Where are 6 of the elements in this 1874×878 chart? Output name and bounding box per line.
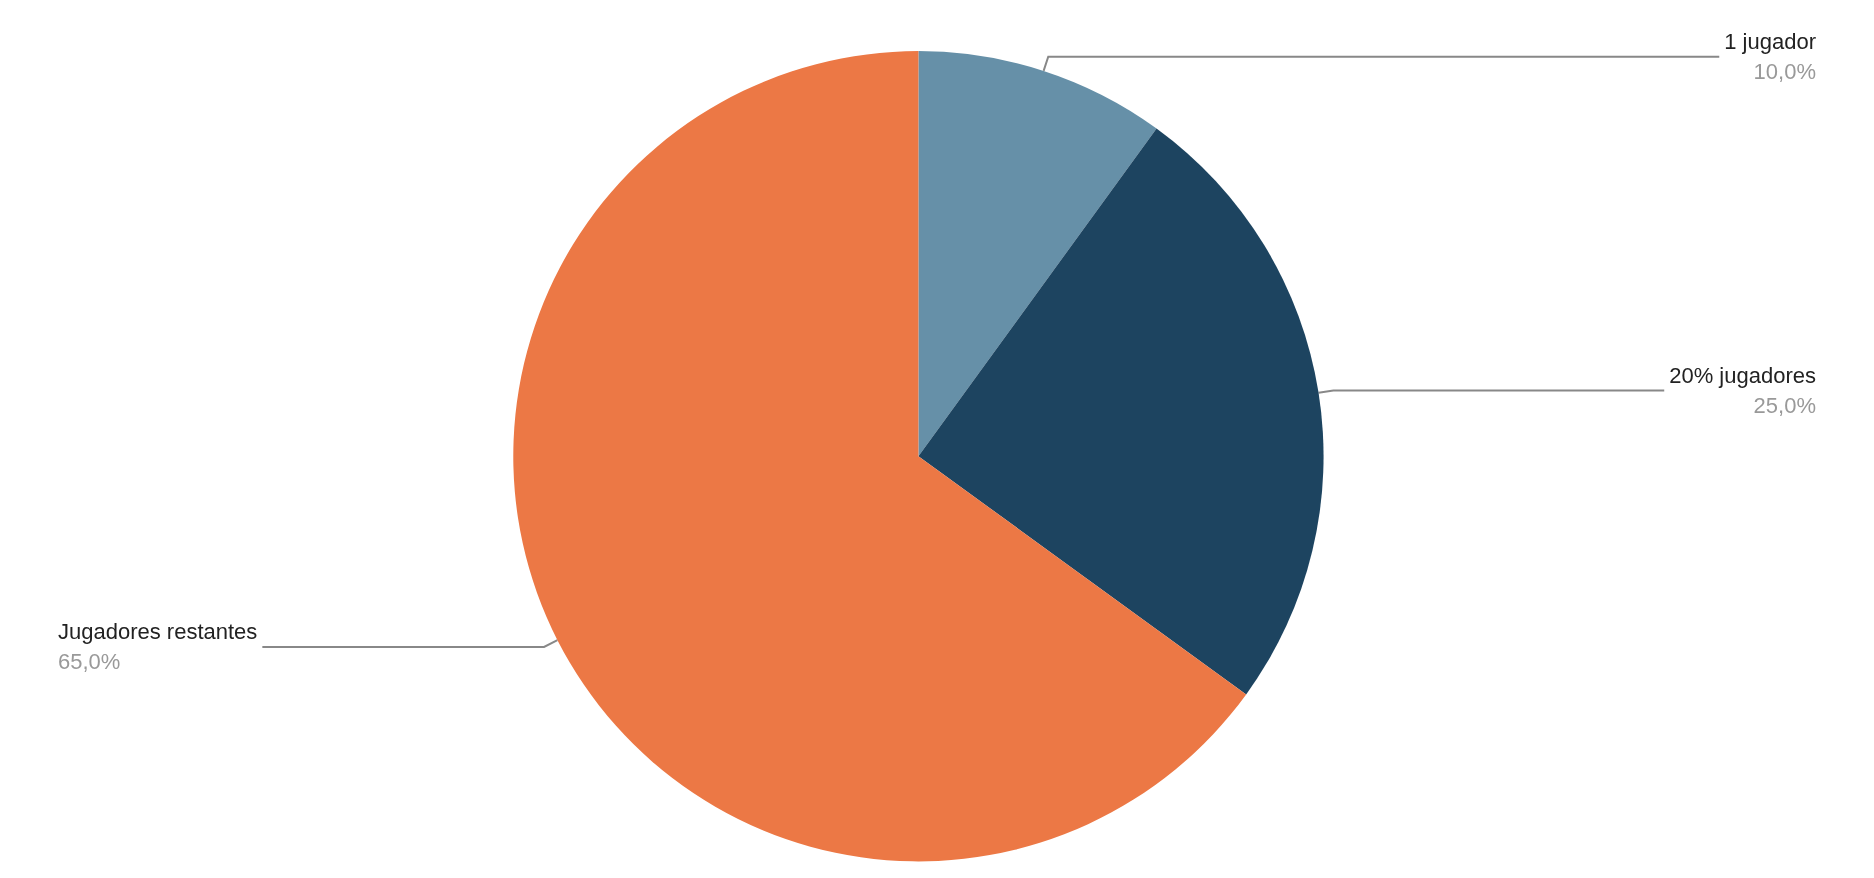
slice-label: Jugadores restantes (58, 619, 258, 645)
slice-label: 20% jugadores (1669, 363, 1816, 389)
data-label: 10,0% (1753, 59, 1816, 85)
data-label: 25,0% (1753, 393, 1816, 419)
data-label: 65,0% (58, 649, 121, 675)
slice-label: 1 jugador (1724, 29, 1816, 55)
